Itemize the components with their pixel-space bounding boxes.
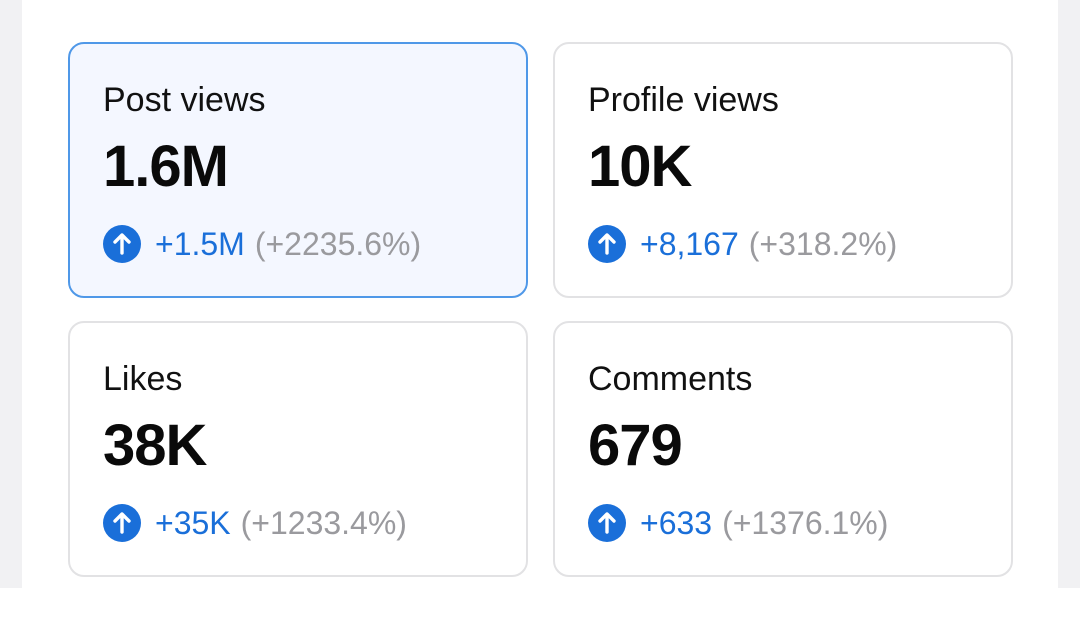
arrow-up-circle-icon bbox=[103, 504, 141, 542]
metric-change: +633 (+1376.1%) bbox=[588, 503, 888, 543]
metric-label: Post views bbox=[103, 81, 266, 119]
metric-value: 679 bbox=[588, 413, 683, 478]
metric-change-absolute: +35K bbox=[155, 505, 231, 541]
right-gutter bbox=[1058, 0, 1080, 588]
metric-change-absolute: +1.5M bbox=[155, 226, 245, 262]
metric-value: 10K bbox=[588, 134, 692, 199]
metric-change: +8,167 (+318.2%) bbox=[588, 224, 897, 264]
metric-change-percent: (+1376.1%) bbox=[722, 505, 889, 541]
arrow-up-circle-icon bbox=[588, 225, 626, 263]
metric-change: +35K (+1233.4%) bbox=[103, 503, 407, 543]
metric-change-percent: (+1233.4%) bbox=[240, 505, 407, 541]
metric-card-likes[interactable]: Likes 38K +35K (+1233.4%) bbox=[68, 321, 528, 577]
arrow-up-circle-icon bbox=[103, 225, 141, 263]
metric-value: 38K bbox=[103, 413, 207, 478]
arrow-up-circle-icon bbox=[588, 504, 626, 542]
metric-change-absolute: +633 bbox=[640, 505, 713, 541]
metric-label: Profile views bbox=[588, 81, 779, 119]
metric-card-profile-views[interactable]: Profile views 10K +8,167 (+318.2%) bbox=[553, 42, 1013, 298]
metric-card-comments[interactable]: Comments 679 +633 (+1376.1%) bbox=[553, 321, 1013, 577]
metric-value: 1.6M bbox=[103, 134, 229, 199]
left-gutter bbox=[0, 0, 22, 588]
metric-change-percent: (+318.2%) bbox=[748, 226, 898, 262]
metric-change: +1.5M (+2235.6%) bbox=[103, 224, 421, 264]
metric-change-absolute: +8,167 bbox=[640, 226, 739, 262]
metric-label: Likes bbox=[103, 360, 183, 398]
metric-label: Comments bbox=[588, 360, 753, 398]
metric-change-percent: (+2235.6%) bbox=[254, 226, 422, 262]
metric-card-post-views[interactable]: Post views 1.6M +1.5M (+2235.6%) bbox=[68, 42, 528, 298]
